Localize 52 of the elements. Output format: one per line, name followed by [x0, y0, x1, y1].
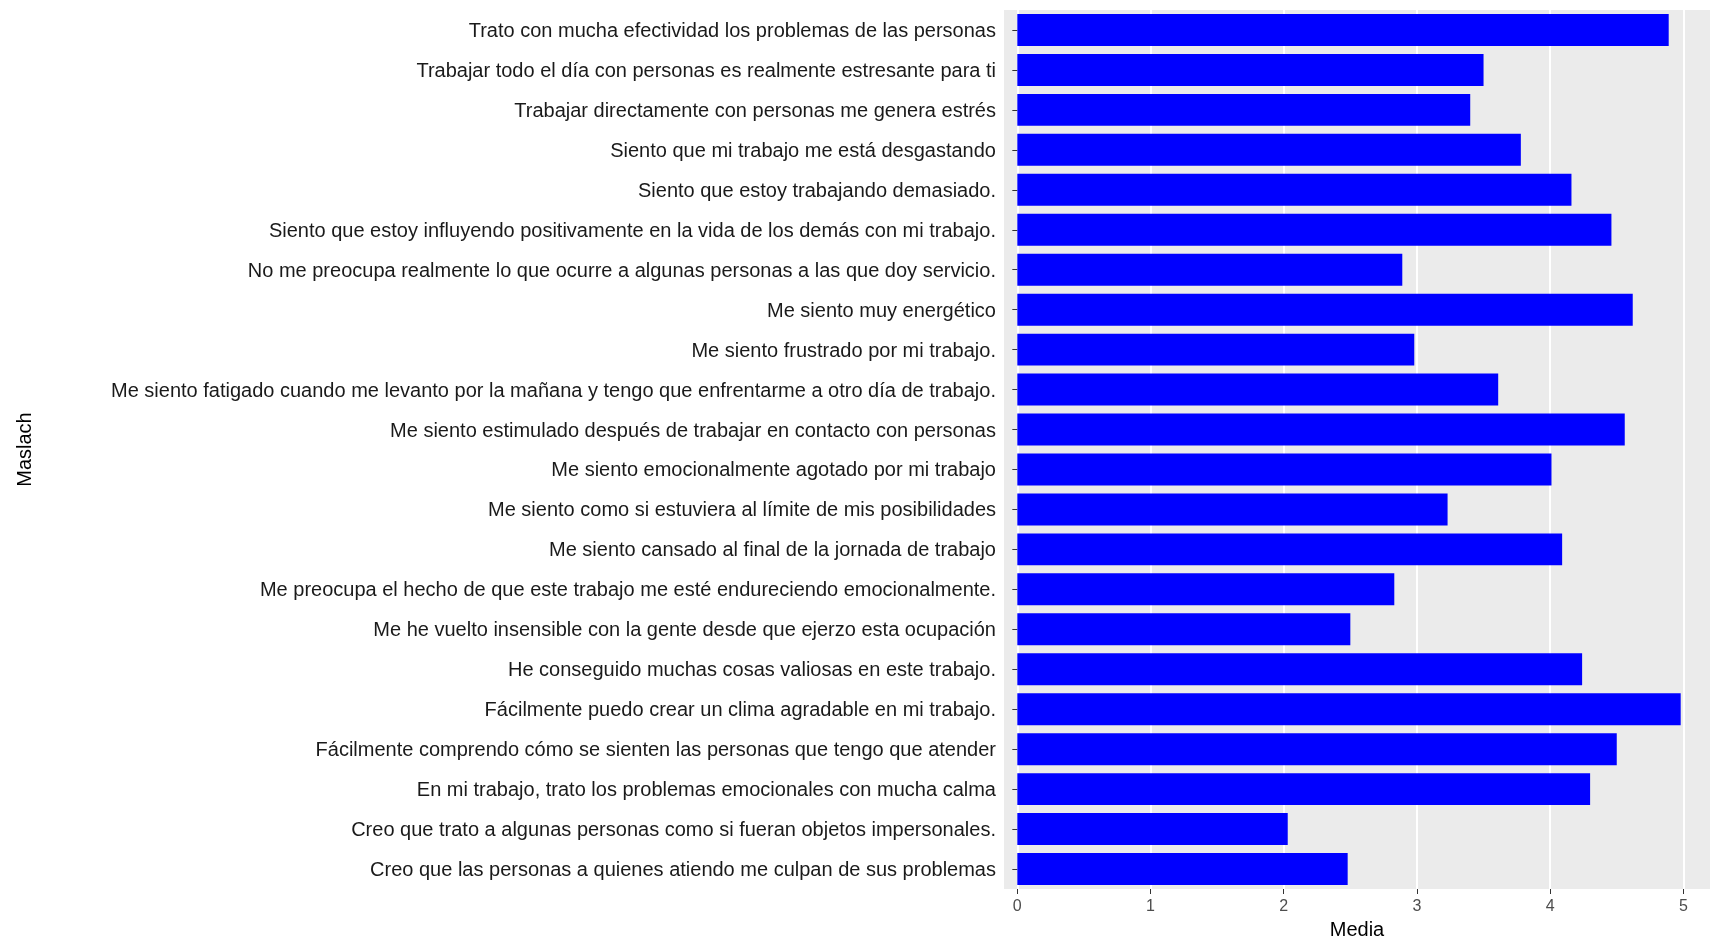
y-tick-label: Me siento muy energético	[766, 298, 996, 321]
bar	[1017, 853, 1348, 885]
bar	[1017, 573, 1395, 606]
y-tick-label: Siento que estoy influyendo positivamente en la vida de los demás con mi trabajo.	[268, 218, 996, 241]
y-tick-label: Fácilmente comprendo cómo se sienten las personas que tengo que atender	[315, 738, 997, 761]
bar	[1017, 333, 1415, 366]
x-tick-label: 5	[1678, 896, 1688, 914]
bar	[1017, 693, 1681, 726]
y-tick-label: No me preocupa realmente lo que ocurre a algunas personas a las que doy servicio.	[247, 258, 996, 281]
bar	[1017, 613, 1351, 646]
y-tick-label: Trato con mucha efectividad los problemas de las personas	[468, 18, 996, 41]
x-tick-label: 3	[1412, 896, 1422, 914]
bar	[1017, 493, 1448, 526]
bar	[1017, 373, 1499, 406]
y-tick-label: Me siento cansado al final de la jornada de trabajo	[549, 538, 996, 561]
x-axis-title: Media	[1329, 918, 1386, 940]
y-tick-label: Creo que las personas a quienes atiendo me culpan de sus problemas	[370, 858, 996, 881]
y-tick-label: Me siento estimulado después de trabajar en contacto con personas	[390, 418, 996, 441]
y-tick-label: He conseguido muchas cosas valiosas en este trabajo.	[507, 658, 996, 681]
y-tick-label: Me siento frustrado por mi trabajo.	[691, 338, 996, 361]
bar	[1017, 413, 1625, 446]
y-tick-label: Me he vuelto insensible con la gente desde que ejerzo esta ocupación	[373, 618, 996, 641]
y-tick-label: Me siento fatigado cuando me levanto por la mañana y tengo que enfrentarme a otro día de trabajo.	[110, 378, 996, 401]
x-tick-label: 0	[1012, 896, 1022, 914]
bar	[1017, 133, 1521, 166]
x-tick-label: 2	[1279, 896, 1289, 914]
bar	[1017, 293, 1633, 326]
bar	[1017, 213, 1612, 246]
bar	[1017, 453, 1552, 486]
bar	[1017, 813, 1288, 846]
y-tick-label: Me siento como si estuviera al límite de mis posibilidades	[488, 498, 996, 521]
bar	[1017, 14, 1669, 46]
bar	[1017, 733, 1617, 766]
y-tick-label: Me siento emocionalmente agotado por mi trabajo	[551, 458, 996, 481]
y-axis-title: Maslach	[13, 412, 35, 487]
y-tick-label: Fácilmente puedo crear un clima agradable en mi trabajo.	[484, 698, 996, 721]
y-tick-label: Siento que mi trabajo me está desgastando	[610, 138, 996, 161]
bar	[1017, 253, 1403, 286]
bar	[1017, 173, 1572, 206]
bar	[1017, 53, 1484, 86]
bar	[1017, 773, 1591, 806]
bar	[1017, 653, 1583, 686]
x-tick-label: 1	[1146, 896, 1156, 914]
y-tick-label: Trabajar todo el día con personas es realmente estresante para ti	[416, 58, 996, 81]
x-tick-label: 4	[1545, 896, 1555, 914]
bar	[1017, 93, 1471, 126]
bar	[1017, 533, 1563, 566]
y-tick-label: Trabajar directamente con personas me genera estrés	[514, 98, 996, 121]
y-tick-label: Me preocupa el hecho de que este trabajo me esté endureciendo emocionalmente.	[259, 578, 996, 601]
y-tick-label: Siento que estoy trabajando demasiado.	[637, 178, 996, 201]
y-tick-label: Creo que trato a algunas personas como si fueran objetos impersonales.	[351, 818, 996, 841]
y-tick-label: En mi trabajo, trato los problemas emocionales con mucha calma	[416, 778, 997, 801]
